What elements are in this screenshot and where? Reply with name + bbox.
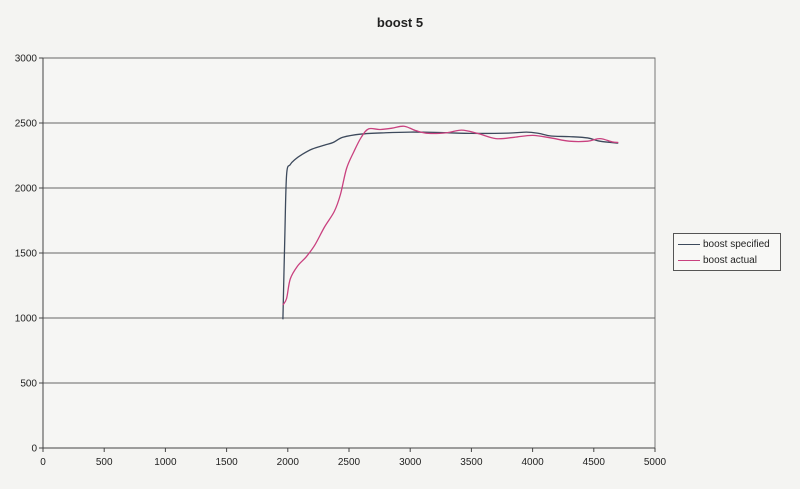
y-tick-label: 1000 [15, 314, 38, 325]
legend-swatch-icon [678, 259, 700, 261]
x-tick-label: 1000 [154, 457, 177, 468]
legend-swatch-icon [678, 243, 700, 245]
legend-item-boost-specified: boost specified [674, 236, 780, 252]
x-tick-label: 5000 [644, 457, 667, 468]
legend-label: boost specified [703, 238, 770, 250]
y-tick-label: 2500 [15, 119, 38, 130]
x-tick-label: 4000 [521, 457, 544, 468]
series-line-boost-actual [282, 125, 619, 306]
y-tick-label: 3000 [15, 54, 38, 65]
legend-item-boost-actual: boost actual [674, 252, 780, 268]
chart-title: boost 5 [376, 15, 424, 30]
data-lines [282, 125, 619, 320]
x-tick-label: 4500 [583, 457, 606, 468]
x-tick-label: 0 [40, 457, 46, 468]
gridlines [42, 57, 656, 449]
x-tick-label: 3000 [399, 457, 422, 468]
x-tick-label: 1500 [215, 457, 238, 468]
legend: boost specified boost actual [673, 233, 781, 271]
y-tick-label: 500 [20, 379, 37, 390]
y-tick-label: 0 [31, 444, 37, 455]
x-tick-label: 2500 [338, 457, 361, 468]
x-tick-label: 3500 [460, 457, 483, 468]
x-tick-label: 2000 [277, 457, 300, 468]
axes: 0 500 1000 1500 2000 2500 3000 0 500 1000 1500 2000… [15, 54, 667, 469]
y-tick-label: 2000 [15, 184, 38, 195]
y-tick-label: 1500 [15, 249, 38, 260]
series-line-boost-specified [282, 131, 619, 320]
x-tick-label: 500 [96, 457, 113, 468]
legend-label: boost actual [703, 254, 757, 266]
